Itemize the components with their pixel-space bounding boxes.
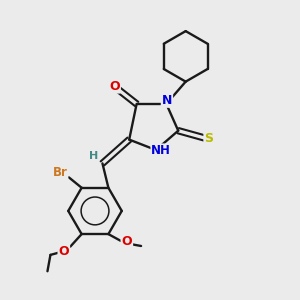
Text: O: O <box>109 80 120 93</box>
Text: N: N <box>162 94 172 107</box>
Text: NH: NH <box>152 144 171 158</box>
Text: S: S <box>204 132 213 145</box>
Text: Br: Br <box>52 167 68 179</box>
Text: H: H <box>89 151 98 161</box>
Text: O: O <box>58 244 69 257</box>
Text: O: O <box>122 235 132 248</box>
